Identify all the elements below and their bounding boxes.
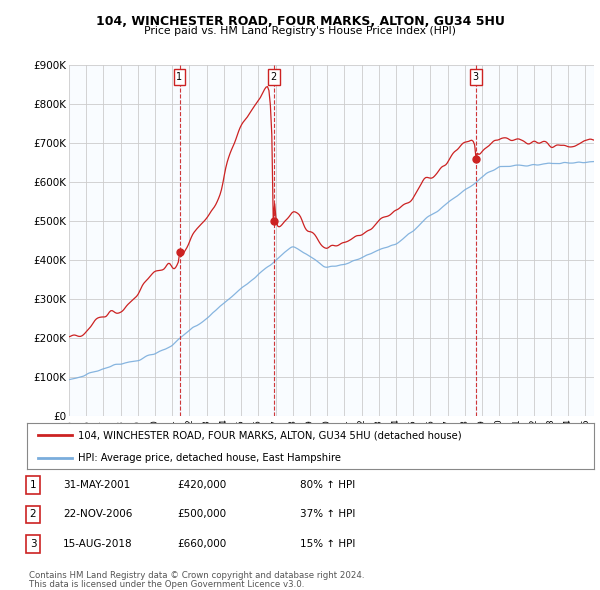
Text: 1: 1 (176, 71, 182, 81)
Bar (69, 65, 179, 416)
Text: Contains HM Land Registry data © Crown copyright and database right 2024.: Contains HM Land Registry data © Crown c… (29, 571, 364, 581)
Text: £420,000: £420,000 (177, 480, 226, 490)
Text: 104, WINCHESTER ROAD, FOUR MARKS, ALTON, GU34 5HU: 104, WINCHESTER ROAD, FOUR MARKS, ALTON,… (95, 15, 505, 28)
Text: HPI: Average price, detached house, East Hampshire: HPI: Average price, detached house, East… (78, 453, 341, 463)
Text: 80% ↑ HPI: 80% ↑ HPI (300, 480, 355, 490)
Text: 15% ↑ HPI: 15% ↑ HPI (300, 539, 355, 549)
Text: 104, WINCHESTER ROAD, FOUR MARKS, ALTON, GU34 5HU (detached house): 104, WINCHESTER ROAD, FOUR MARKS, ALTON,… (78, 431, 461, 441)
Text: £500,000: £500,000 (177, 510, 226, 519)
Text: 2: 2 (271, 71, 277, 81)
Text: 2: 2 (29, 510, 37, 519)
Text: £660,000: £660,000 (177, 539, 226, 549)
Text: 37% ↑ HPI: 37% ↑ HPI (300, 510, 355, 519)
Text: 31-MAY-2001: 31-MAY-2001 (63, 480, 130, 490)
Text: 3: 3 (29, 539, 37, 549)
Text: 22-NOV-2006: 22-NOV-2006 (63, 510, 133, 519)
Bar (274, 65, 476, 416)
Text: Price paid vs. HM Land Registry's House Price Index (HPI): Price paid vs. HM Land Registry's House … (144, 27, 456, 36)
Bar (179, 65, 274, 416)
Text: 1: 1 (29, 480, 37, 490)
Text: 15-AUG-2018: 15-AUG-2018 (63, 539, 133, 549)
Text: 3: 3 (473, 71, 479, 81)
Text: This data is licensed under the Open Government Licence v3.0.: This data is licensed under the Open Gov… (29, 579, 304, 589)
Bar (476, 65, 594, 416)
